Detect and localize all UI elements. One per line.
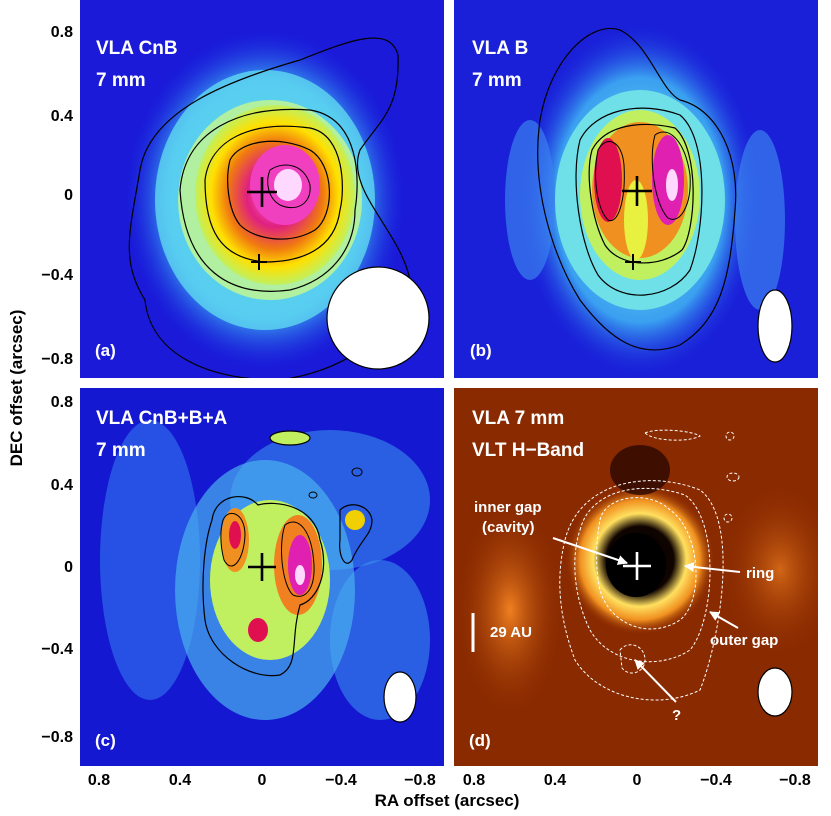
panel-d-title-1: VLA 7 mm <box>472 408 564 429</box>
panel-c-letter: (c) <box>95 731 116 750</box>
panel-d: VLA 7 mm VLT H−Band inner gap (cavity) r… <box>454 388 818 766</box>
x-tick: −0.8 <box>779 772 811 789</box>
label-inner-gap: inner gap <box>474 499 542 516</box>
panel-c-title-2: 7 mm <box>96 440 146 461</box>
y-tick: −0.8 <box>41 729 73 746</box>
axes: 0.8 0.4 0 −0.4 −0.8 0.8 0.4 0 −0.4 −0.8 … <box>7 24 811 810</box>
x-axis-label: RA offset (arcsec) <box>375 791 520 810</box>
label-ring: ring <box>746 565 774 582</box>
beam-ellipse <box>757 667 793 717</box>
panel-b: VLA B 7 mm (b) <box>454 0 818 378</box>
y-tick: 0.8 <box>51 24 73 41</box>
panel-b-letter: (b) <box>470 341 492 360</box>
y-tick: 0.8 <box>51 394 73 411</box>
panel-a: VLA CnB 7 mm (a) <box>80 0 444 378</box>
beam-ellipse <box>383 671 417 723</box>
panel-a-title-2: 7 mm <box>96 70 146 91</box>
x-tick: 0 <box>258 772 267 789</box>
x-tick: 0.8 <box>88 772 110 789</box>
panel-d-letter: (d) <box>469 731 491 750</box>
y-tick: 0.4 <box>51 477 73 494</box>
label-cavity: (cavity) <box>482 519 535 536</box>
panel-c-title-1: VLA CnB+B+A <box>96 408 228 429</box>
panel-b-title-2: 7 mm <box>472 70 522 91</box>
y-tick: −0.4 <box>41 267 73 284</box>
x-tick: 0.8 <box>463 772 485 789</box>
y-tick: 0 <box>64 559 73 576</box>
beam-ellipse <box>757 289 793 363</box>
label-outer-gap: outer gap <box>710 632 778 649</box>
x-tick: 0.4 <box>544 772 566 789</box>
panel-b-title-1: VLA B <box>472 38 528 59</box>
panel-a-title-1: VLA CnB <box>96 38 178 59</box>
panel-a-letter: (a) <box>95 341 116 360</box>
x-tick: −0.4 <box>700 772 732 789</box>
y-tick: −0.8 <box>41 351 73 368</box>
x-tick: −0.4 <box>325 772 357 789</box>
beam-ellipse <box>326 266 430 370</box>
panel-d-title-2: VLT H−Band <box>472 440 584 461</box>
label-question: ? <box>672 707 681 724</box>
y-tick: 0.4 <box>51 108 73 125</box>
y-axis-label: DEC offset (arcsec) <box>7 310 26 467</box>
y-tick: 0 <box>64 187 73 204</box>
panel-c: VLA CnB+B+A 7 mm (c) <box>80 388 444 766</box>
y-tick: −0.4 <box>41 641 73 658</box>
label-scale: 29 AU <box>490 624 532 641</box>
x-tick: 0 <box>633 772 642 789</box>
x-tick: −0.8 <box>404 772 436 789</box>
x-tick: 0.4 <box>169 772 191 789</box>
